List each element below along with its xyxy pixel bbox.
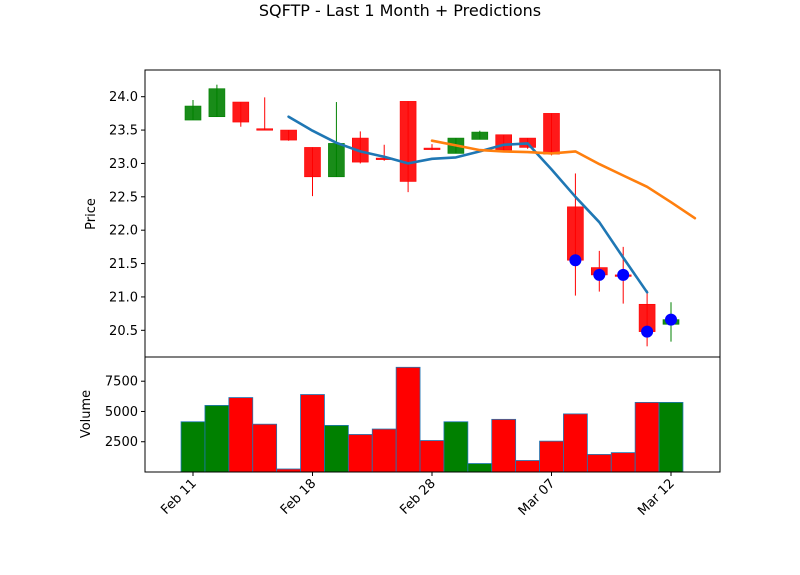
- volume-bar: [539, 440, 564, 473]
- volume-y-tick-label: 2500: [105, 435, 138, 450]
- candle-body: [280, 129, 297, 141]
- x-tick-label: Feb 28: [397, 476, 439, 518]
- volume-bar: [324, 424, 349, 473]
- volume-bar: [180, 421, 206, 473]
- volume-bar: [443, 421, 469, 473]
- price-y-tick-label: 20.5: [109, 324, 138, 339]
- x-tick-label: Mar 07: [516, 476, 559, 519]
- volume-bar: [586, 454, 612, 473]
- price-y-tick-label: 22.5: [109, 190, 138, 205]
- volume-bar: [228, 397, 254, 473]
- price-y-axis: 20.5 21.0 21.5 22.0 22.5 23.0 23.5 24.0: [109, 90, 145, 339]
- volume-bar: [515, 460, 540, 473]
- price-y-tick-label: 24.0: [109, 90, 138, 105]
- volume-bar: [563, 413, 588, 473]
- volume-y-tick-label: 5000: [105, 405, 138, 420]
- price-y-tick-label: 23.5: [109, 124, 138, 139]
- candle-body: [184, 105, 202, 121]
- volume-bar: [491, 418, 517, 473]
- prediction-marker: [569, 254, 582, 267]
- candle-body: [208, 88, 226, 118]
- volume-bar: [634, 401, 660, 473]
- volume-bar: [467, 463, 493, 473]
- candle-body: [567, 206, 584, 261]
- volume-bar: [610, 452, 636, 473]
- candle-body: [399, 101, 417, 182]
- volume-bar: [204, 405, 230, 473]
- candle-body: [328, 143, 345, 178]
- candle-body: [495, 134, 513, 151]
- price-ylabel: Price: [84, 198, 99, 230]
- moving-average-line-blue: [287, 115, 649, 294]
- x-tick-label: Feb 18: [278, 476, 320, 518]
- volume-bar: [658, 401, 684, 473]
- volume-y-tick-label: 7500: [105, 375, 138, 390]
- price-y-tick-label: 21.5: [109, 257, 138, 272]
- chart-title: SQFTP - Last 1 Month + Predictions: [259, 1, 541, 20]
- volume-ylabel: Volume: [79, 390, 94, 438]
- candle-body: [256, 128, 274, 131]
- volume-panel: [180, 366, 684, 473]
- moving-average-line-orange: [430, 139, 697, 220]
- prediction-marker: [593, 268, 606, 281]
- volume-bar: [347, 434, 373, 473]
- x-tick-label: Mar 12: [635, 476, 678, 519]
- candle-body: [543, 113, 560, 155]
- x-tick-label: Feb 11: [158, 476, 200, 518]
- candle-body: [232, 101, 250, 123]
- prediction-marker: [641, 325, 654, 338]
- candle-body: [471, 131, 489, 140]
- volume-bar: [395, 366, 421, 473]
- price-y-tick-label: 21.0: [109, 290, 138, 305]
- prediction-marker: [617, 268, 630, 281]
- price-panel: [184, 84, 697, 347]
- prediction-marker: [665, 313, 677, 326]
- volume-y-axis: 2500 5000 7500: [105, 375, 145, 450]
- candle-body: [304, 147, 321, 178]
- volume-bar: [252, 423, 278, 473]
- price-y-tick-label: 23.0: [109, 157, 138, 172]
- price-y-tick-label: 22.0: [109, 224, 138, 239]
- x-axis: Feb 11 Feb 18 Feb 28 Mar 07 Mar 12: [158, 472, 678, 519]
- volume-bar: [300, 394, 325, 473]
- price-panel-frame: [144, 69, 721, 358]
- volume-bar: [419, 440, 445, 473]
- volume-bar: [371, 428, 397, 473]
- candle-body: [423, 147, 441, 150]
